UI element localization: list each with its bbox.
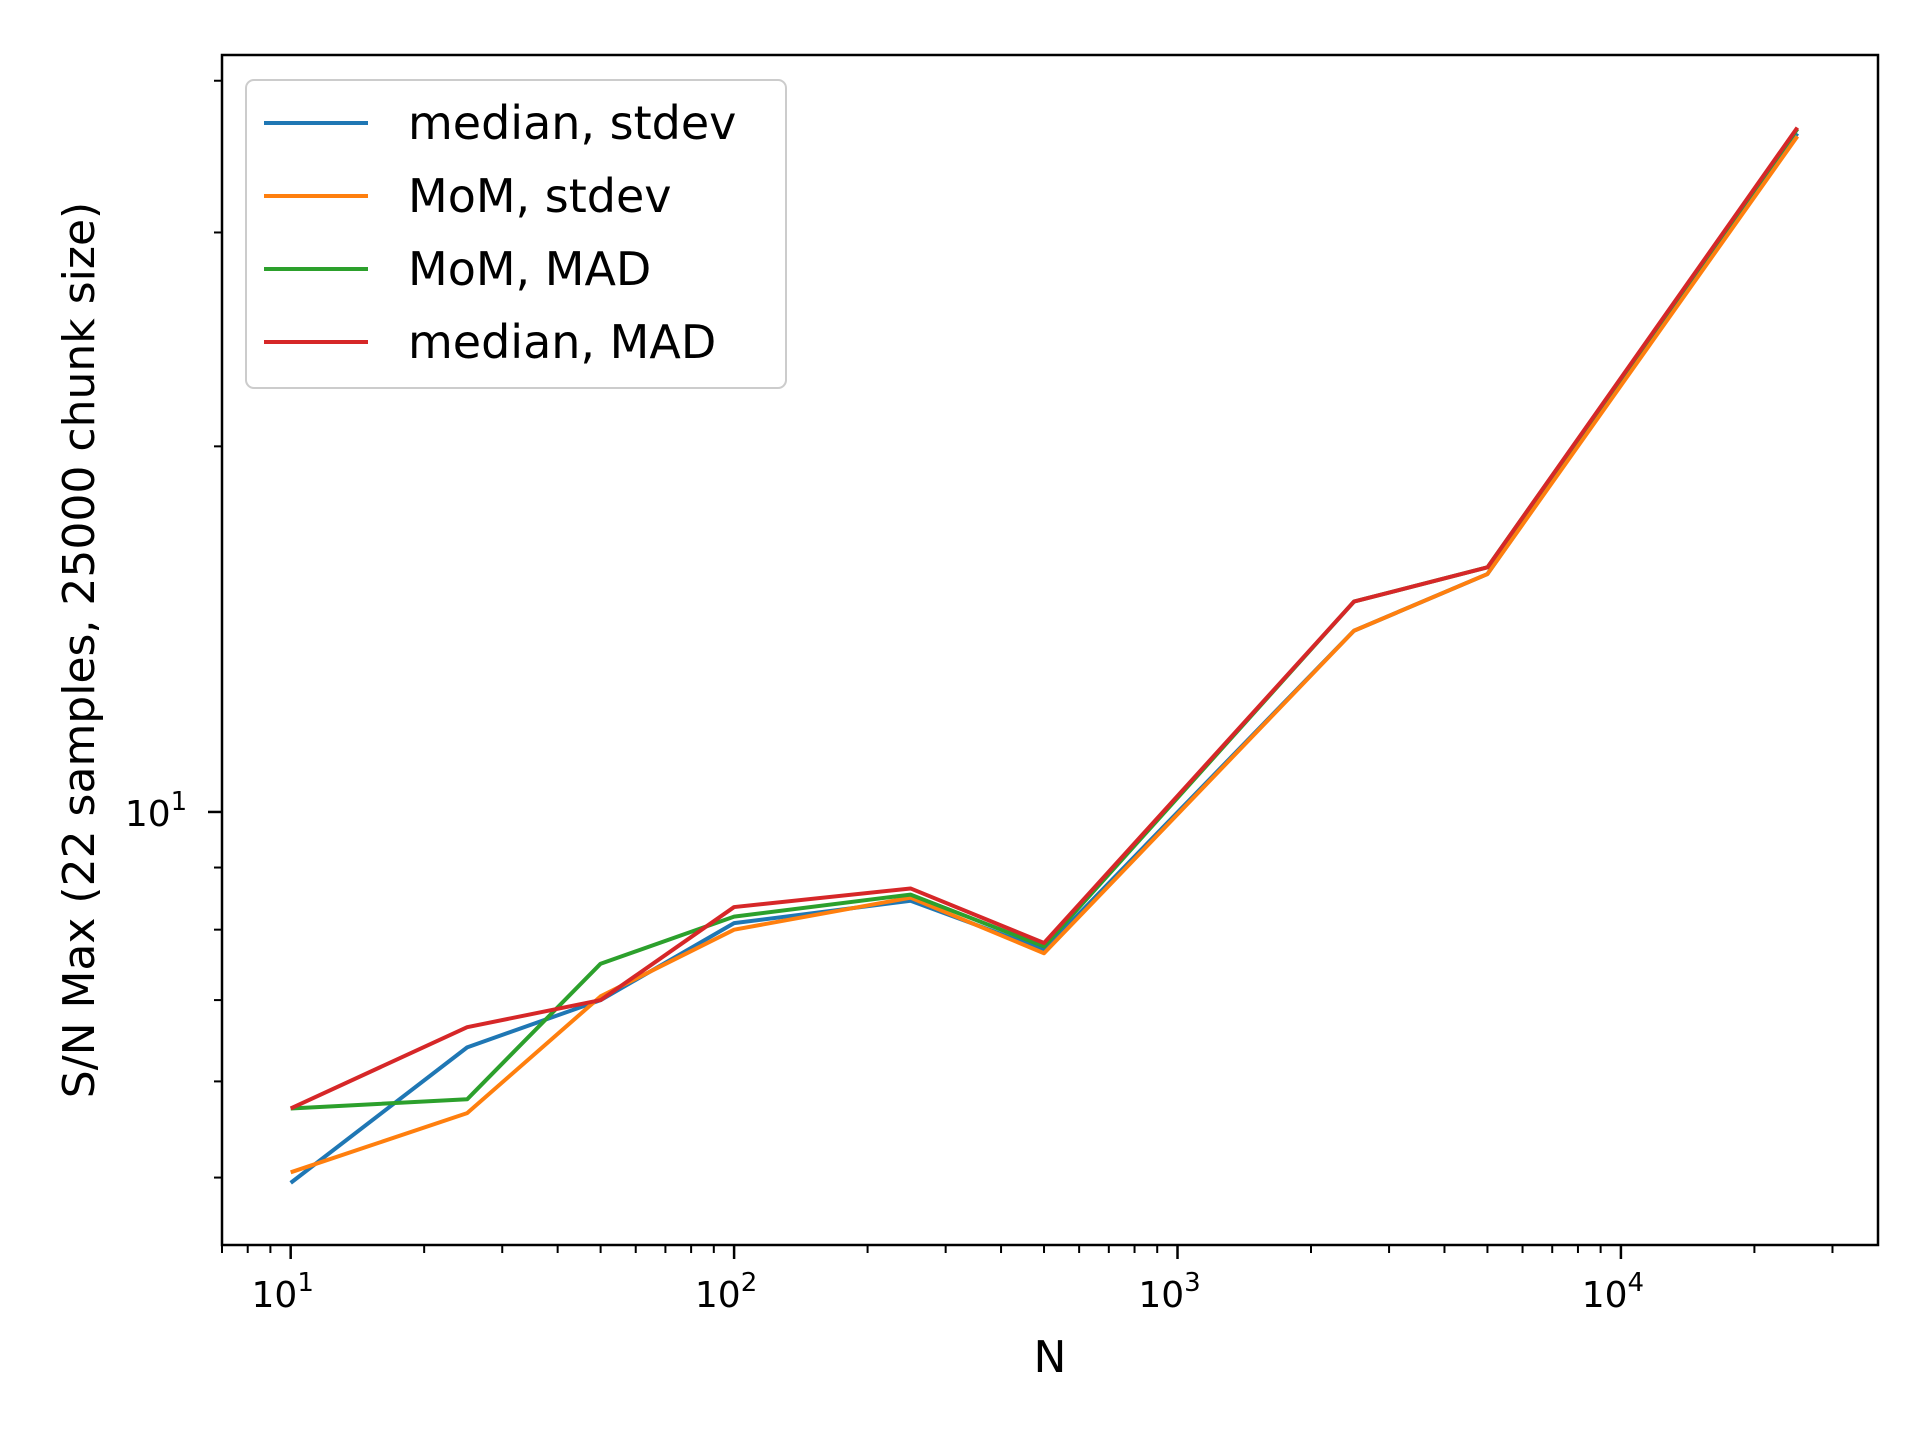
y-tick-label: 101: [125, 787, 187, 835]
x-tick-label: 102: [695, 1268, 757, 1316]
legend-label: MoM, MAD: [408, 242, 651, 296]
x-tick-label: 101: [252, 1268, 314, 1316]
x-axis: 101 102 103 104: [221, 1245, 1834, 1316]
y-axis: 101: [125, 79, 222, 1179]
plot-lines: [289, 126, 1800, 1185]
y-axis-label: S/N Max (22 samples, 25000 chunk size): [54, 202, 105, 1098]
x-axis-label: N: [1034, 1332, 1067, 1383]
series-line-1: [290, 135, 1800, 1175]
legend: median, stdev MoM, stdev MoM, MAD median, M…: [245, 79, 787, 389]
legend-label: median, MAD: [408, 315, 716, 369]
x-tick-label: 103: [1138, 1268, 1200, 1316]
plot-frame: [220, 53, 1880, 1247]
x-tick-label: 104: [1582, 1268, 1644, 1316]
legend-label: median, stdev: [408, 96, 736, 150]
legend-label: MoM, stdev: [408, 169, 672, 223]
series-line-3: [289, 126, 1800, 1111]
legend-box: [245, 79, 787, 389]
